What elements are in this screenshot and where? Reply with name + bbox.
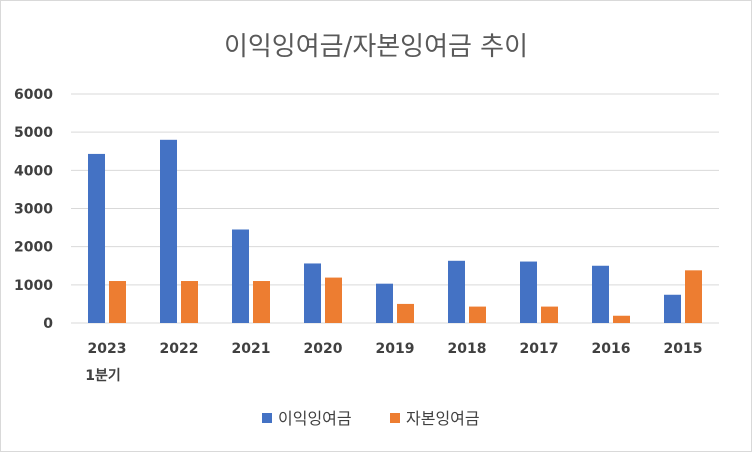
bar-retained-earnings <box>376 283 393 323</box>
bar-capital-surplus <box>397 303 414 323</box>
bar-retained-earnings <box>448 260 465 323</box>
chart-title: 이익잉여금/자본잉여금 추이 <box>224 32 528 62</box>
x-axis-categories: 2023 1분기 2022 2021 2020 2019 2018 2017 2016 2015 <box>85 341 702 384</box>
x-category-label: 2022 <box>160 341 199 357</box>
y-tick-label: 1000 <box>14 278 53 294</box>
x-category-label: 2018 <box>448 341 487 357</box>
bar-retained-earnings <box>304 263 321 323</box>
bar-capital-surplus <box>109 281 126 323</box>
bars <box>88 139 702 323</box>
x-category-label: 2019 <box>376 341 415 357</box>
bar-capital-surplus <box>181 281 198 323</box>
x-category-label: 2015 <box>664 341 703 357</box>
bar-capital-surplus <box>613 315 630 323</box>
y-tick-label: 5000 <box>14 125 53 141</box>
bar-retained-earnings <box>160 139 177 323</box>
y-axis-ticks: 0 1000 2000 3000 4000 5000 6000 <box>14 87 53 332</box>
bar-retained-earnings <box>520 261 537 323</box>
bar-retained-earnings <box>592 265 609 323</box>
bar-retained-earnings <box>232 229 249 323</box>
bar-capital-surplus <box>685 270 702 323</box>
bar-retained-earnings <box>664 294 681 323</box>
y-tick-label: 2000 <box>14 240 53 256</box>
bar-capital-surplus <box>469 306 486 323</box>
x-category-label: 1분기 <box>85 368 121 384</box>
x-category-label: 2021 <box>232 341 271 357</box>
legend: 이익잉여금 자본잉여금 <box>262 409 480 428</box>
legend-label: 자본잉여금 <box>406 409 480 428</box>
legend-label: 이익잉여금 <box>278 409 352 428</box>
gridlines <box>71 93 719 324</box>
x-category-label: 2023 <box>88 341 127 357</box>
x-category-label: 2020 <box>304 341 343 357</box>
bar-retained-earnings <box>88 153 105 323</box>
bar-capital-surplus <box>541 306 558 323</box>
y-tick-label: 0 <box>43 316 53 332</box>
bar-capital-surplus <box>325 277 342 323</box>
x-category-label: 2017 <box>520 341 559 357</box>
x-category-label: 2016 <box>592 341 631 357</box>
y-tick-label: 6000 <box>14 87 53 103</box>
bar-capital-surplus <box>253 281 270 323</box>
y-tick-label: 4000 <box>14 163 53 179</box>
y-tick-label: 3000 <box>14 202 53 218</box>
legend-swatch <box>390 413 400 423</box>
legend-swatch <box>262 413 272 423</box>
